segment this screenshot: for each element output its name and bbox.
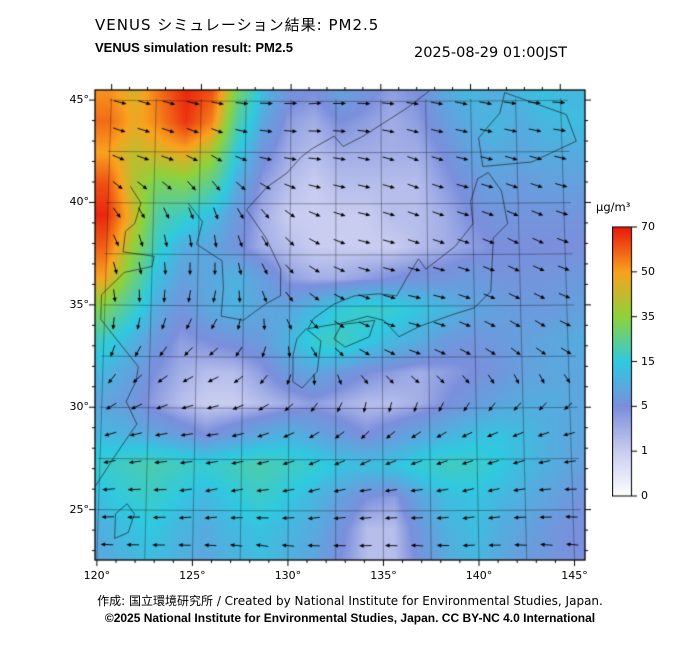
colorbar-tick-label: 50 — [641, 264, 655, 278]
colorbar-tick-label: 70 — [641, 220, 655, 233]
lon-tick-label: 130° — [274, 569, 302, 582]
map-plot: 120° 125° 130° 135° 140° 145° 25° 30° 35° 40° 45° — [70, 82, 593, 582]
lat-tick-label: 30° — [69, 400, 90, 414]
lon-tick-label: 135° — [370, 569, 397, 582]
lat-tick-label: 40° — [69, 195, 90, 209]
lat-tick-label: 25° — [69, 502, 90, 516]
lat-tick-label: 45° — [69, 93, 90, 107]
credit-line: 作成: 国立環境研究所 / Created by National Instit… — [97, 594, 603, 608]
lon-tick-label: 120° — [83, 569, 111, 582]
colorbar-tick-label: 0 — [641, 489, 648, 502]
lat-tick-label: 35° — [69, 297, 90, 311]
pm25-map-canvas — [87, 82, 593, 568]
timestamp-label: 2025-08-29 01:00JST — [413, 45, 567, 61]
colorbar-tick-label: 35 — [641, 309, 655, 323]
lon-tick-label: 140° — [465, 569, 493, 582]
colorbar-tick-label: 5 — [641, 399, 648, 413]
colorbar-tick-label: 1 — [641, 444, 648, 458]
page-title-japanese: VENUS シミュレーション結果: PM2.5 — [95, 16, 380, 34]
page-title-english: VENUS simulation result: PM2.5 — [95, 40, 293, 55]
colorbar-tick-label: 15 — [641, 354, 655, 368]
lon-tick-label: 125° — [179, 569, 206, 582]
license-line: ©2025 National Institute for Environment… — [104, 611, 596, 625]
lon-tick-label: 145° — [561, 569, 588, 582]
colorbar-canvas — [612, 226, 638, 498]
colorbar-unit-label: µg/m³ — [596, 200, 631, 214]
